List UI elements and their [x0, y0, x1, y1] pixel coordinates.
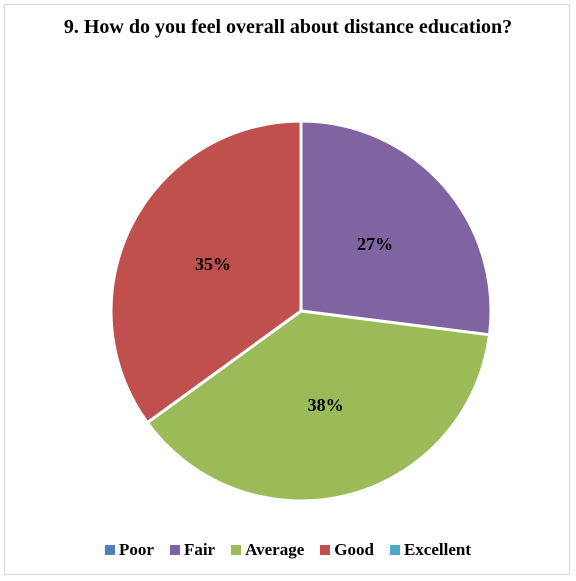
legend-label-fair: Fair: [183, 540, 216, 559]
legend-swatch-good: [320, 545, 331, 555]
chart-legend: Poor Fair Average Good Excellent: [0, 540, 576, 560]
pie-slice-fair: [299, 119, 493, 337]
chart-title: 9. How do you feel overall about distanc…: [63, 16, 513, 38]
legend-swatch-fair: [169, 545, 180, 555]
legend-item-excellent: Excellent: [389, 540, 471, 560]
data-label-fair: 27%: [357, 234, 393, 254]
legend-item-average: Average: [231, 540, 304, 560]
pie-slice-average: [145, 309, 491, 503]
legend-item-good: Good: [320, 540, 374, 560]
legend-swatch-poor: [105, 545, 115, 555]
legend-item-fair: Fair: [169, 540, 216, 560]
pie-slice-good: [109, 119, 303, 425]
legend-swatch-average: [231, 545, 242, 555]
legend-swatch-excellent: [389, 545, 400, 555]
data-label-average: 38%: [308, 395, 344, 415]
legend-item-poor: Poor: [105, 540, 154, 560]
legend-label-excellent: Excellent: [403, 540, 471, 559]
legend-label-poor: Poor: [119, 540, 154, 559]
legend-label-average: Average: [245, 540, 305, 559]
data-label-good: 35%: [195, 254, 231, 274]
legend-label-good: Good: [334, 540, 374, 559]
